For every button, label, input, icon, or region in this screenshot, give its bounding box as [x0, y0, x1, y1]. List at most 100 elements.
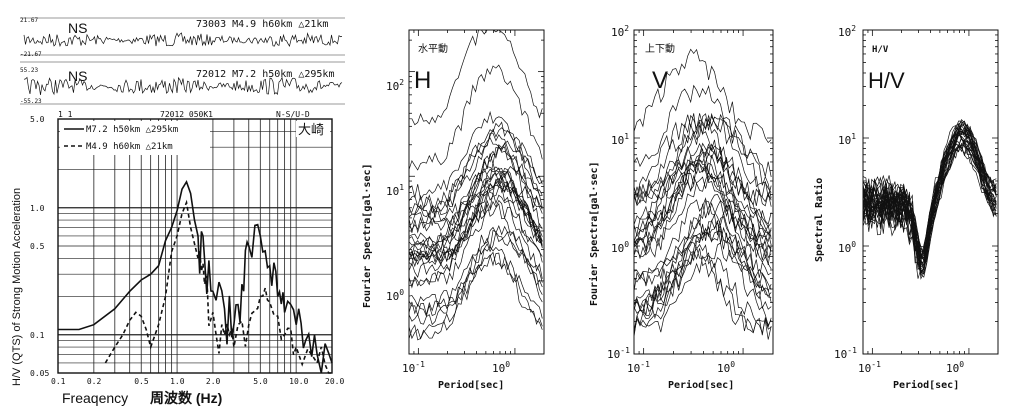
- h-tick-marks: [408, 30, 545, 354]
- spectrum-curve: [633, 199, 772, 292]
- hv-x-axis-label: Period[sec]: [893, 379, 959, 391]
- v-xtick-m1: 10-1: [627, 360, 650, 375]
- hv-ytick-m1: 10-1: [834, 346, 857, 361]
- left-ytick-label: 0.5: [30, 242, 45, 251]
- h-spectra-curves: [408, 29, 543, 341]
- h-x-axis-label: Period[sec]: [438, 379, 504, 391]
- spectrum-curve: [408, 199, 543, 287]
- spectrum-curve: [408, 132, 543, 218]
- left-header-right: N-S/U-D: [276, 110, 310, 119]
- v-spectra-curves: [633, 48, 772, 340]
- h-big-label: H: [414, 67, 431, 94]
- spectrum-curve: [408, 137, 543, 220]
- spectrum-curve: [862, 127, 997, 263]
- seis1-bottom-value: -21.67: [20, 51, 42, 58]
- seis2-top-value: 55.23: [20, 67, 38, 74]
- v-ytick-0: 100: [611, 240, 629, 255]
- spectrum-curve: [408, 252, 543, 341]
- hv-big-label: H/V: [868, 68, 905, 93]
- spectrum-curve: [862, 141, 997, 278]
- spectrum-curve: [633, 170, 772, 266]
- horizontal-spectra-panel: 102 101 100 10-1 100 水平動 H Fourier Spect…: [361, 29, 545, 391]
- spectrum-curve: [633, 213, 772, 309]
- spectrum-curve: [408, 110, 543, 201]
- vertical-spectra-panel: 102 101 100 10-1 10-1 100 上下動 V Fourier …: [588, 24, 774, 391]
- left-xtick-label: 5.0: [253, 377, 268, 386]
- seis2-component: NS: [68, 68, 87, 84]
- series-m49-line: [104, 199, 332, 374]
- spectrum-curve: [408, 121, 543, 209]
- left-xtick-label: 1.0: [170, 377, 185, 386]
- spectrum-curve: [408, 167, 543, 252]
- spectrum-curve: [408, 180, 543, 263]
- h-xtick-m1: 10-1: [402, 360, 425, 375]
- seismogram-1: 21.67 -21.67 NS 73003 M4.9 h60km △21km: [20, 17, 345, 58]
- spectrum-curve: [633, 113, 772, 204]
- spectrum-curve: [633, 242, 772, 333]
- spectrum-curve: [633, 163, 772, 258]
- spectrum-curve: [633, 243, 772, 335]
- h-xtick-0: 100: [492, 360, 510, 375]
- spectrum-curve: [408, 183, 543, 266]
- h-title-jp: 水平動: [418, 42, 448, 55]
- seis1-component: NS: [68, 20, 87, 36]
- left-plot-frame: [57, 118, 333, 374]
- spectrum-curve: [633, 113, 772, 207]
- v-ytick-2: 102: [611, 24, 629, 39]
- legend-box: [60, 121, 210, 155]
- left-xtick-label: 0.5: [134, 377, 149, 386]
- seis2-trace: [23, 76, 343, 96]
- hv-title-small: H/V: [872, 45, 889, 55]
- spectrum-curve: [633, 159, 772, 252]
- left-ytick-label: 0.1: [30, 331, 45, 340]
- v-xtick-0: 100: [717, 360, 735, 375]
- station-box: [296, 121, 330, 137]
- hv-strong-motion-panel: 1 1 72012 050K1 N-S/U-D 5.01.00.50.10.05…: [11, 110, 344, 406]
- legend-label-2: M4.9 h60km △21km: [86, 142, 173, 152]
- v-x-axis-label: Period[sec]: [668, 379, 734, 391]
- spectrum-curve: [408, 162, 543, 251]
- v-title-jp: 上下動: [645, 42, 675, 55]
- spectrum-curve: [408, 140, 543, 226]
- legend-label-1: M7.2 h50km △295km: [86, 125, 178, 135]
- seis2-header: 72012 M7.2 h50km △295km: [196, 69, 334, 80]
- hv-ytick-2: 102: [838, 24, 856, 39]
- left-xtick-label: 2.0: [206, 377, 221, 386]
- spectrum-curve: [633, 112, 772, 205]
- left-grid: [58, 119, 332, 373]
- h-ytick-1: 101: [386, 183, 404, 198]
- h-y-axis-label: Fourier Spectra[gal·sec]: [361, 164, 373, 309]
- left-header-mid: 72012 050K1: [160, 110, 213, 119]
- seis1-top-value: 21.67: [20, 17, 38, 24]
- v-y-axis-label: Fourier Spectra[gal·sec]: [588, 162, 600, 307]
- v-ytick-1: 101: [611, 132, 629, 147]
- spectrum-curve: [408, 251, 543, 340]
- hv-ratio-curves: [862, 118, 997, 280]
- spectrum-curve: [408, 64, 543, 171]
- spectrum-curve: [408, 178, 543, 268]
- spectrum-curve: [862, 144, 997, 280]
- station-label: 大崎: [298, 122, 324, 137]
- spectrum-curve: [633, 114, 772, 207]
- seis2-bottom-value: -55.23: [20, 98, 42, 105]
- hv-y-axis-label: Spectral Ratio: [813, 178, 825, 262]
- left-xtick-label: 0.1: [51, 377, 66, 386]
- spectrum-curve: [408, 231, 543, 317]
- spectrum-curve: [408, 171, 543, 257]
- left-xtick-label: 0.2: [87, 377, 102, 386]
- seismogram-2: 55.23 -55.23 NS 72012 M7.2 h50km △295km: [20, 61, 345, 105]
- left-ytick-label: 0.05: [30, 369, 49, 378]
- left-ytick-label: 5.0: [30, 115, 45, 124]
- spectrum-curve: [862, 135, 997, 273]
- v-ytick-m1: 10-1: [607, 346, 630, 361]
- spectrum-curve: [633, 113, 772, 207]
- spectrum-curve: [408, 246, 543, 326]
- spectrum-curve: [633, 84, 772, 178]
- left-x-tick-labels: 0.1 0.2 0.5 1.0 2.0 5.0 10.0 20.0: [51, 377, 344, 386]
- left-xtick-label: 20.0: [325, 377, 344, 386]
- left-x-label-jp: 周波数 (Hz): [150, 390, 222, 406]
- left-ytick-label: 1.0: [30, 204, 45, 213]
- h-ytick-2: 102: [386, 78, 404, 93]
- spectrum-curve: [633, 147, 772, 242]
- v-big-label: V: [652, 67, 668, 94]
